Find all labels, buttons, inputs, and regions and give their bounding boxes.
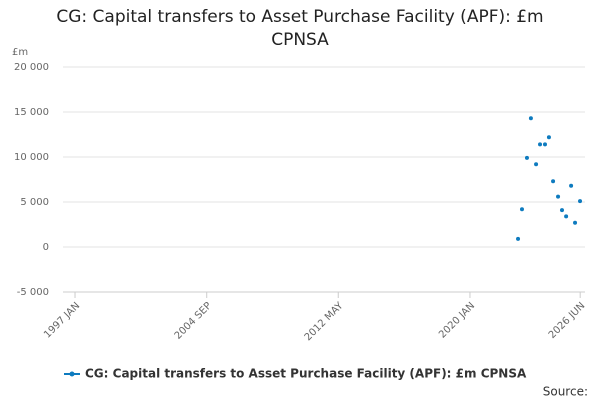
y-tick-label: 20 000 [14,62,49,73]
legend-dot [69,371,75,377]
x-tick-label: 2020 JAN [437,300,477,340]
y-tick-label: -5 000 [17,287,49,298]
x-tick-label: 1997 JAN [42,300,82,340]
point [569,183,574,188]
point [578,199,583,204]
point [573,220,578,225]
point [516,236,521,241]
y-tick-label: 10 000 [14,152,49,163]
point [534,162,539,167]
y-tick-label: 0 [43,242,49,253]
point [559,208,564,213]
point [542,142,547,147]
point [524,155,529,160]
y-unit: £m [12,47,28,58]
chart-title: CG: Capital transfers to Asset Purchase … [56,7,544,50]
point [546,135,551,140]
point [528,116,533,121]
point [556,194,561,199]
legend-label: CG: Capital transfers to Asset Purchase … [85,367,527,381]
point [519,207,524,212]
y-tick-label: 5 000 [20,197,49,208]
point [538,142,543,147]
source: Source: [543,385,588,399]
y-tick-label: 15 000 [14,107,49,118]
point [564,214,569,219]
x-tick-label: 2012 MAY [303,300,346,343]
point [551,179,556,184]
x-tick-label: 2004 SEP [173,300,214,341]
x-tick-label: 2026 JUN [547,300,588,341]
